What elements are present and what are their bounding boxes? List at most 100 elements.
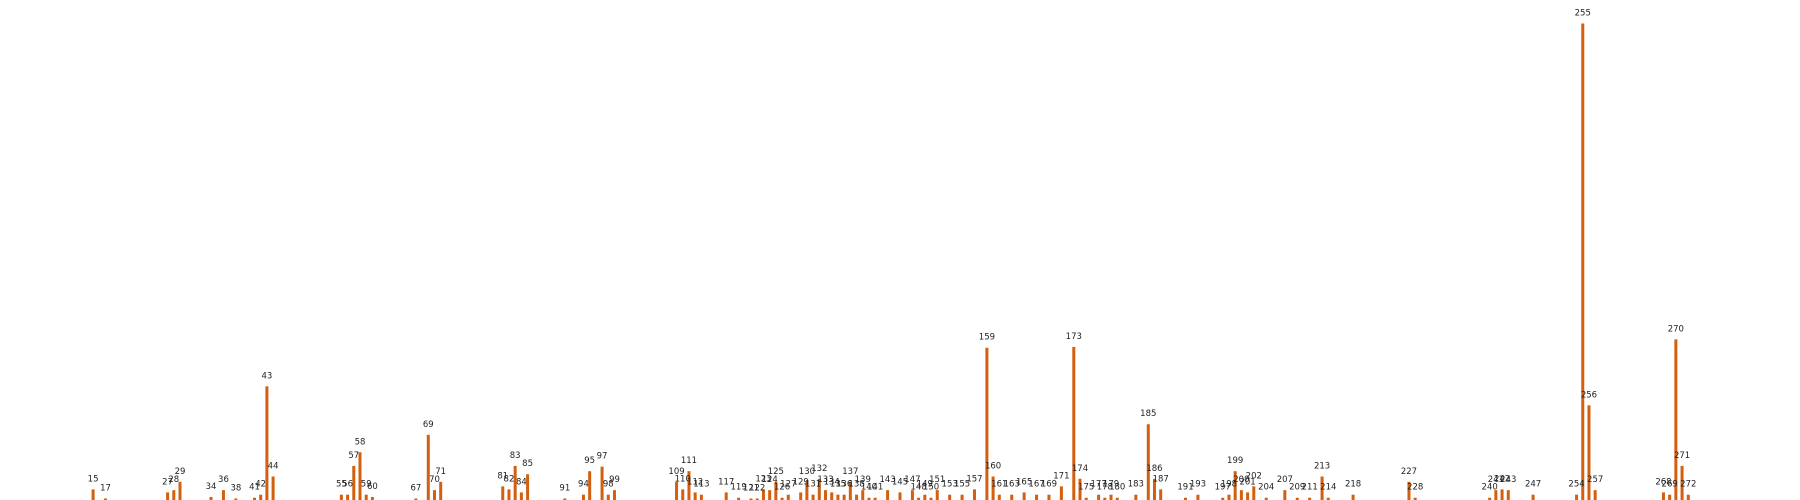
bar-218: [1351, 494, 1355, 500]
bar-167: [1035, 494, 1039, 500]
bar-label-178: 178: [1097, 483, 1113, 493]
bar-label-127: 127: [780, 480, 796, 490]
bar-193: [1196, 494, 1200, 500]
bar-label-15: 15: [88, 474, 99, 484]
bar-label-119: 119: [731, 483, 747, 493]
bar-label-218: 218: [1345, 480, 1361, 490]
bar-label-174: 174: [1072, 464, 1088, 474]
bar-241: [1494, 490, 1498, 500]
bar-243: [1506, 490, 1510, 500]
bar-257: [1593, 490, 1597, 500]
bar-112: [693, 492, 697, 500]
bar-123: [761, 489, 765, 500]
bar-label-57: 57: [348, 451, 359, 461]
bar-label-41: 41: [249, 483, 260, 493]
bar-256: [1587, 405, 1591, 500]
bar-label-121: 121: [743, 483, 759, 493]
bar-label-211: 211: [1302, 483, 1318, 493]
bar-label-143: 143: [879, 475, 895, 485]
bar-label-124: 124: [762, 475, 778, 485]
bar-label-198: 198: [1221, 480, 1237, 490]
bar-label-34: 34: [206, 482, 217, 492]
bar-171: [1059, 486, 1063, 500]
bar-label-186: 186: [1146, 464, 1162, 474]
bar-143: [886, 490, 890, 500]
bar-42: [259, 494, 263, 500]
bar-55: [339, 494, 343, 500]
bar-label-240: 240: [1482, 483, 1498, 493]
bar-label-44: 44: [268, 462, 279, 472]
bar-109: [675, 481, 679, 500]
bar-label-213: 213: [1314, 462, 1330, 472]
bar-139: [861, 490, 865, 500]
bar-147: [910, 490, 914, 500]
bar-label-151: 151: [929, 475, 945, 485]
bar-179: [1109, 494, 1113, 500]
bar-label-94: 94: [578, 480, 589, 490]
bar-label-157: 157: [966, 474, 982, 484]
bar-59: [364, 494, 368, 500]
bar-272: [1686, 494, 1690, 500]
bar-label-70: 70: [429, 475, 440, 485]
bar-label-227: 227: [1401, 467, 1417, 477]
bar-label-160: 160: [985, 462, 1001, 472]
bar-255: [1581, 23, 1585, 500]
bar-label-183: 183: [1128, 480, 1144, 490]
bar-label-122: 122: [749, 483, 765, 493]
bar-label-148: 148: [911, 483, 927, 493]
bar-186: [1152, 478, 1156, 500]
bar-15: [91, 489, 95, 500]
bar-label-173: 173: [1066, 332, 1082, 342]
bar-label-42: 42: [255, 480, 266, 490]
bar-141: [873, 497, 877, 500]
bar-41: [252, 497, 256, 500]
bar-label-140: 140: [861, 483, 877, 493]
bar-label-83: 83: [510, 451, 521, 461]
bar-label-117: 117: [718, 477, 734, 487]
bar-label-207: 207: [1277, 475, 1293, 485]
bar-84: [519, 492, 523, 500]
bar-label-99: 99: [609, 475, 620, 485]
bar-label-28: 28: [168, 475, 179, 485]
bar-185: [1146, 424, 1150, 500]
bar-label-82: 82: [504, 474, 515, 484]
bar-label-97: 97: [597, 452, 608, 462]
bar-36: [221, 490, 225, 500]
bar-174: [1078, 478, 1082, 500]
bar-label-60: 60: [367, 482, 378, 492]
bars-group: [91, 23, 1690, 500]
bar-label-38: 38: [230, 483, 241, 493]
bar-153: [948, 494, 952, 500]
bar-label-56: 56: [342, 480, 353, 490]
bar-label-135: 135: [830, 480, 846, 490]
bar-126: [780, 497, 784, 500]
bar-label-81: 81: [497, 471, 508, 481]
bar-label-84: 84: [516, 477, 527, 487]
bar-163: [1010, 494, 1014, 500]
bar-211: [1308, 497, 1312, 500]
bar-label-247: 247: [1525, 480, 1541, 490]
bar-140: [867, 497, 871, 500]
bar-17: [104, 498, 108, 500]
bar-129: [799, 492, 803, 500]
bar-213: [1320, 476, 1324, 500]
bar-269: [1668, 494, 1672, 500]
bar-130: [805, 481, 809, 500]
bar-134: [830, 492, 834, 500]
bar-271: [1680, 465, 1684, 500]
bar-label-270: 270: [1668, 324, 1684, 334]
bar-label-67: 67: [410, 483, 421, 493]
bar-178: [1103, 497, 1107, 500]
bar-183: [1134, 494, 1138, 500]
bar-247: [1531, 494, 1535, 500]
bar-label-55: 55: [336, 480, 347, 490]
bar-label-95: 95: [584, 456, 595, 466]
bar-label-129: 129: [793, 477, 809, 487]
bar-label-69: 69: [423, 420, 434, 430]
bar-label-145: 145: [892, 477, 908, 487]
bar-83: [513, 465, 517, 500]
bar-label-155: 155: [954, 480, 970, 490]
bar-label-241: 241: [1488, 475, 1504, 485]
